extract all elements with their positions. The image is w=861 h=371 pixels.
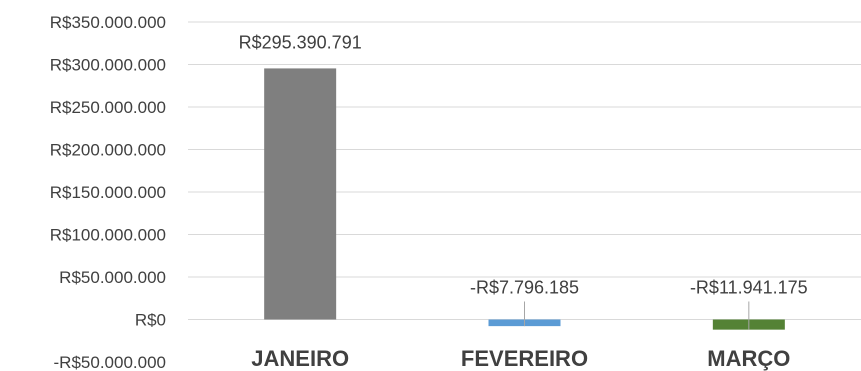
category-label: JANEIRO [251,346,349,371]
data-label: -R$11.941.175 [690,278,808,298]
x-axis-category-labels: JANEIRO FEVEREIRO MARÇO [251,346,790,371]
data-label: -R$7.796.185 [470,278,579,298]
y-tick-label: R$350.000.000 [50,13,166,32]
y-tick-label: R$50.000.000 [59,268,166,287]
y-tick-label: R$200.000.000 [50,141,166,160]
y-tick-label: -R$50.000.000 [54,353,166,371]
data-labels: R$295.390.791 -R$7.796.185 -R$11.941.175 [239,32,808,297]
y-tick-label: R$0 [135,311,166,330]
data-label: R$295.390.791 [239,32,362,52]
y-tick-label: R$300.000.000 [50,56,166,75]
data-label-leader-lines [524,301,750,330]
y-axis-tick-labels: R$350.000.000 R$300.000.000 R$250.000.000 R… [50,13,166,371]
y-tick-label: R$150.000.000 [50,183,166,202]
bar-1 [264,68,337,320]
y-tick-label: R$250.000.000 [50,98,166,117]
category-label: FEVEREIRO [461,346,588,371]
category-label: MARÇO [707,346,790,371]
y-tick-label: R$100.000.000 [50,226,166,245]
